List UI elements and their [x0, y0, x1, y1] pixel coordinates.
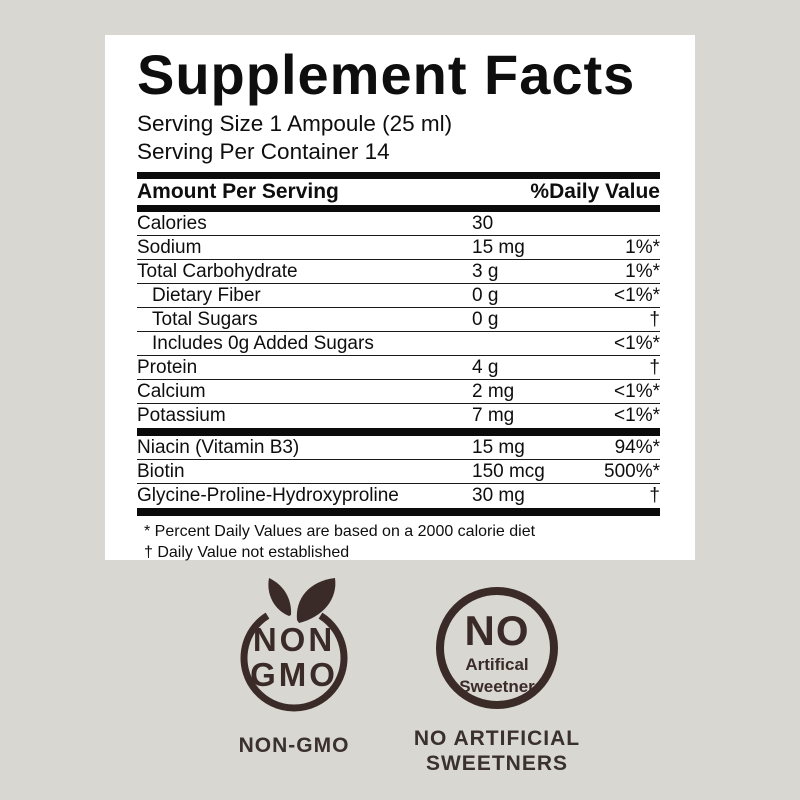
serving-size-text: Serving Size 1 Ampoule (25 ml) [137, 111, 453, 136]
nutrient-daily-value: 1%* [625, 260, 660, 282]
nutrient-daily-value: 500%* [604, 460, 660, 482]
thick-divider-top [137, 172, 660, 179]
nutrient-name: Calories [137, 212, 207, 234]
nutrient-name: Dietary Fiber [152, 284, 261, 306]
no-sweetener-caption-line2: SWEETNERS [425, 752, 568, 775]
table-row-potassium: Potassium 7 mg <1%* [137, 404, 660, 428]
nutrient-name: Potassium [137, 405, 226, 426]
nutrient-daily-value: 1%* [625, 236, 660, 258]
nutrient-amount: 15 mg [472, 436, 525, 458]
header-amount-per-serving: Amount Per Serving [137, 180, 339, 203]
nutrient-amount: 0 g [472, 308, 499, 330]
nutrient-amount: 15 mg [472, 236, 525, 258]
footnote-daily-value-not-established: † Daily Value not established [144, 544, 350, 561]
table-row-niacin: Niacin (Vitamin B3) 15 mg 94%* [137, 436, 660, 460]
table-row-glycine-proline-hydroxyproline: Glycine-Proline-Hydroxyproline 30 mg † [137, 484, 660, 508]
nutrient-daily-value: † [649, 308, 660, 330]
servings-per-container-text: Serving Per Container 14 [137, 139, 390, 164]
nutrient-name: Glycine-Proline-Hydroxyproline [137, 485, 399, 506]
nutrient-name: Biotin [137, 460, 185, 482]
no-sweetener-badge-line2: Artifical [465, 655, 529, 674]
leaf-icon [268, 578, 292, 616]
nutrient-daily-value: † [649, 485, 660, 506]
no-sweetener-badge-line1: NO [464, 607, 530, 654]
nutrient-name: Niacin (Vitamin B3) [137, 436, 300, 458]
nutrient-daily-value: <1%* [614, 405, 660, 426]
table-row-total-sugars: Total Sugars 0 g † [137, 308, 660, 332]
nutrient-daily-value: <1%* [614, 380, 660, 402]
nutrient-amount: 7 mg [472, 405, 515, 426]
nutrient-amount: 150 mcg [472, 460, 545, 482]
nutrient-daily-value: † [649, 356, 660, 378]
leaf-icon [296, 578, 336, 623]
nutrient-amount: 30 [472, 212, 494, 234]
non-gmo-circle-leaf-icon [240, 578, 348, 712]
nutrient-daily-value: <1%* [614, 332, 660, 354]
table-row-calcium: Calcium 2 mg <1%* [137, 380, 660, 404]
header-daily-value: %Daily Value [530, 180, 660, 203]
nutrient-name: Protein [137, 356, 198, 378]
footnote-percent-daily-values: * Percent Daily Values are based on a 20… [144, 523, 536, 540]
nutrient-daily-value: 94%* [614, 436, 660, 458]
table-row-dietary-fiber: Dietary Fiber 0 g <1%* [137, 284, 660, 308]
nutrient-name: Total Sugars [152, 308, 258, 330]
thick-divider-mid [137, 428, 660, 436]
table-row-protein: Protein 4 g † [137, 356, 660, 380]
non-gmo-badge-line1: NON [252, 621, 336, 658]
table-row-total-carbohydrate: Total Carbohydrate 3 g 1%* [137, 260, 660, 284]
nutrient-amount: 2 mg [472, 380, 515, 402]
nutrient-daily-value: <1%* [614, 284, 660, 306]
nutrient-name: Calcium [137, 380, 206, 402]
table-row-calories: Calories 30 [137, 212, 660, 236]
nutrient-name: Total Carbohydrate [137, 260, 298, 282]
nutrient-amount: 0 g [472, 284, 499, 306]
no-sweetener-badge-line3: Sweetner [459, 677, 535, 696]
no-sweetener-circle-icon [436, 587, 558, 709]
table-row-added-sugars: Includes 0g Added Sugars <1%* [137, 332, 660, 356]
nutrient-name: Sodium [137, 236, 202, 258]
nutrient-amount: 4 g [472, 356, 499, 378]
supplement-facts-panel: Supplement Facts Serving Size 1 Ampoule … [105, 35, 695, 561]
thick-divider-bottom [137, 508, 660, 516]
no-sweetener-caption-line1: NO ARTIFICIAL [413, 727, 581, 750]
table-row-sodium: Sodium 15 mg 1%* [137, 236, 660, 260]
non-gmo-caption: NON-GMO [238, 734, 350, 757]
table-header: Amount Per Serving %Daily Value [137, 179, 660, 205]
nutrient-amount: 3 g [472, 260, 499, 282]
nutrient-name: Includes 0g Added Sugars [152, 332, 374, 354]
supplement-facts-title: Supplement Facts [137, 43, 636, 106]
thick-divider-header [137, 205, 660, 212]
table-row-biotin: Biotin 150 mcg 500%* [137, 460, 660, 484]
nutrient-amount: 30 mg [472, 485, 525, 506]
non-gmo-badge-line2: GMO [250, 656, 338, 693]
